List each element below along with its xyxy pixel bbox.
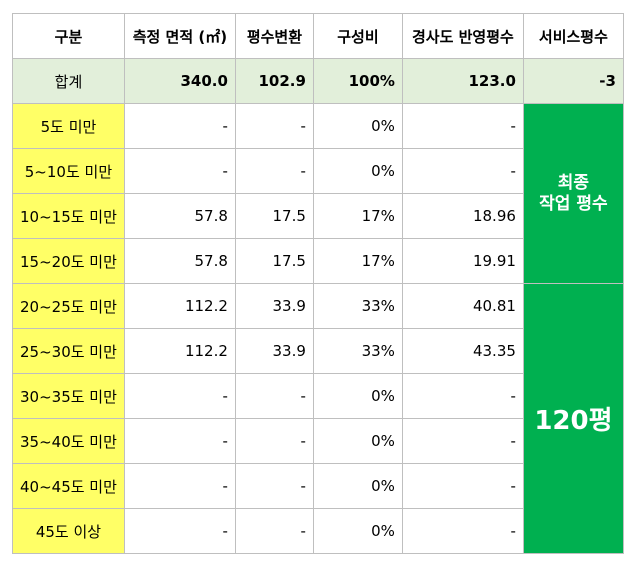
category-cell[interactable]: 10~15도 미만 — [12, 193, 125, 239]
slope-pyeong-cell[interactable]: - — [401, 463, 524, 509]
slope-pyeong-cell[interactable]: - — [401, 508, 524, 554]
slope-pyeong-cell[interactable]: 18.96 — [401, 193, 524, 239]
ratio-cell[interactable]: 0% — [312, 508, 403, 554]
category-cell[interactable]: 15~20도 미만 — [12, 238, 125, 284]
ratio-cell[interactable]: 17% — [312, 238, 403, 284]
slope-pyeong-cell[interactable]: 40.81 — [401, 283, 524, 329]
table-row: 20~25도 미만 112.2 33.9 33% 40.81 120평 — [12, 283, 624, 554]
final-block-line1: 최종 — [557, 172, 590, 193]
category-cell[interactable]: 25~30도 미만 — [12, 328, 125, 374]
header-category[interactable]: 구분 — [12, 13, 125, 59]
table-row: 5도 미만 - - 0% - 최종 작업 평수 — [12, 103, 624, 284]
header-area[interactable]: 측정 면적 (㎡) — [123, 13, 236, 59]
slope-pyeong-cell[interactable]: - — [401, 418, 524, 464]
pyeong-cell[interactable]: - — [234, 373, 314, 419]
ratio-cell[interactable]: 0% — [312, 418, 403, 464]
ratio-cell[interactable]: 17% — [312, 193, 403, 239]
pyeong-cell[interactable]: 33.9 — [234, 328, 314, 374]
header-service[interactable]: 서비스평수 — [522, 13, 624, 59]
area-cell[interactable]: - — [123, 148, 236, 194]
pyeong-cell[interactable]: 17.5 — [234, 238, 314, 284]
final-work-area-block[interactable]: 최종 작업 평수 — [522, 103, 624, 284]
header-ratio[interactable]: 구성비 — [312, 13, 403, 59]
area-cell[interactable]: 57.8 — [123, 238, 236, 284]
area-cell[interactable]: 57.8 — [123, 193, 236, 239]
final-block-line2: 작업 평수 — [539, 193, 608, 214]
total-slope-pyeong[interactable]: 123.0 — [401, 58, 524, 104]
header-row: 구분 측정 면적 (㎡) 평수변환 구성비 경사도 반영평수 서비스평수 — [12, 13, 624, 59]
slope-pyeong-cell[interactable]: 43.35 — [401, 328, 524, 374]
ratio-cell[interactable]: 0% — [312, 373, 403, 419]
slope-area-table: 구분 측정 면적 (㎡) 평수변환 구성비 경사도 반영평수 서비스평수 합계 … — [12, 13, 624, 554]
area-cell[interactable]: - — [123, 103, 236, 149]
area-cell[interactable]: - — [123, 373, 236, 419]
total-service[interactable]: -3 — [522, 58, 624, 104]
category-cell[interactable]: 5~10도 미만 — [12, 148, 125, 194]
slope-pyeong-cell[interactable]: - — [401, 103, 524, 149]
total-area[interactable]: 340.0 — [123, 58, 236, 104]
header-slope-pyeong[interactable]: 경사도 반영평수 — [401, 13, 524, 59]
ratio-cell[interactable]: 33% — [312, 328, 403, 374]
pyeong-cell[interactable]: - — [234, 418, 314, 464]
pyeong-cell[interactable]: - — [234, 508, 314, 554]
area-cell[interactable]: - — [123, 463, 236, 509]
result-value: 120평 — [534, 406, 613, 436]
table-row: 15~20도 미만 57.8 17.5 17% 19.91 — [12, 238, 624, 284]
slope-pyeong-cell[interactable]: 19.91 — [401, 238, 524, 284]
header-pyeong[interactable]: 평수변환 — [234, 13, 314, 59]
pyeong-cell[interactable]: - — [234, 463, 314, 509]
category-cell[interactable]: 30~35도 미만 — [12, 373, 125, 419]
area-cell[interactable]: 112.2 — [123, 283, 236, 329]
pyeong-cell[interactable]: 33.9 — [234, 283, 314, 329]
total-ratio[interactable]: 100% — [312, 58, 403, 104]
slope-pyeong-cell[interactable]: - — [401, 373, 524, 419]
category-cell[interactable]: 5도 미만 — [12, 103, 125, 149]
table-row: 35~40도 미만 - - 0% - — [12, 418, 624, 464]
ratio-cell[interactable]: 0% — [312, 463, 403, 509]
area-cell[interactable]: 112.2 — [123, 328, 236, 374]
area-cell[interactable]: - — [123, 418, 236, 464]
category-cell[interactable]: 35~40도 미만 — [12, 418, 125, 464]
result-area-block[interactable]: 120평 — [522, 283, 624, 554]
total-row: 합계 340.0 102.9 100% 123.0 -3 — [12, 58, 624, 104]
category-cell[interactable]: 20~25도 미만 — [12, 283, 125, 329]
table-row: 45도 이상 - - 0% - — [12, 508, 624, 554]
table-row: 25~30도 미만 112.2 33.9 33% 43.35 — [12, 328, 624, 374]
ratio-cell[interactable]: 0% — [312, 103, 403, 149]
slope-pyeong-cell[interactable]: - — [401, 148, 524, 194]
table-row: 40~45도 미만 - - 0% - — [12, 463, 624, 509]
pyeong-cell[interactable]: 17.5 — [234, 193, 314, 239]
total-label[interactable]: 합계 — [12, 58, 125, 104]
total-pyeong[interactable]: 102.9 — [234, 58, 314, 104]
category-cell[interactable]: 40~45도 미만 — [12, 463, 125, 509]
table-row: 5~10도 미만 - - 0% - — [12, 148, 624, 194]
category-cell[interactable]: 45도 이상 — [12, 508, 125, 554]
ratio-cell[interactable]: 33% — [312, 283, 403, 329]
area-cell[interactable]: - — [123, 508, 236, 554]
ratio-cell[interactable]: 0% — [312, 148, 403, 194]
pyeong-cell[interactable]: - — [234, 148, 314, 194]
pyeong-cell[interactable]: - — [234, 103, 314, 149]
